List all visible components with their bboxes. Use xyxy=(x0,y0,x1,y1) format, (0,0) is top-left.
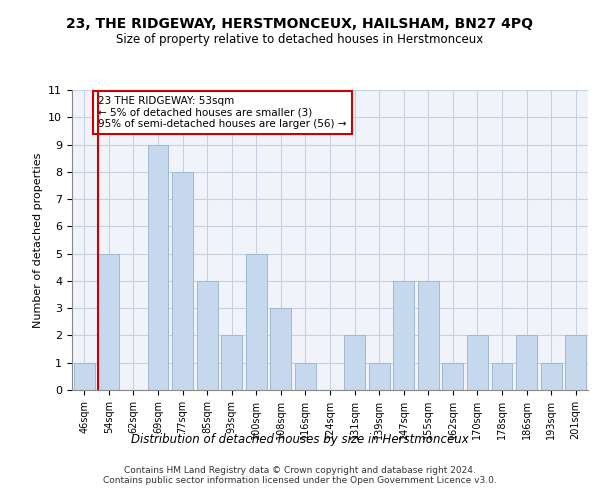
Y-axis label: Number of detached properties: Number of detached properties xyxy=(33,152,43,328)
Bar xyxy=(491,362,512,390)
Bar xyxy=(467,336,488,390)
Bar xyxy=(368,362,389,390)
Bar xyxy=(221,336,242,390)
Bar xyxy=(98,254,119,390)
Bar xyxy=(393,281,414,390)
Bar xyxy=(197,281,218,390)
Bar xyxy=(565,336,586,390)
Bar xyxy=(344,336,365,390)
Bar xyxy=(418,281,439,390)
Text: Size of property relative to detached houses in Herstmonceux: Size of property relative to detached ho… xyxy=(116,32,484,46)
Text: Contains HM Land Registry data © Crown copyright and database right 2024.
Contai: Contains HM Land Registry data © Crown c… xyxy=(103,466,497,485)
Text: Distribution of detached houses by size in Herstmonceux: Distribution of detached houses by size … xyxy=(131,432,469,446)
Text: 23, THE RIDGEWAY, HERSTMONCEUX, HAILSHAM, BN27 4PQ: 23, THE RIDGEWAY, HERSTMONCEUX, HAILSHAM… xyxy=(67,18,533,32)
Bar xyxy=(541,362,562,390)
Bar xyxy=(295,362,316,390)
Bar xyxy=(271,308,292,390)
Bar xyxy=(442,362,463,390)
Bar xyxy=(148,144,169,390)
Bar xyxy=(246,254,267,390)
Bar xyxy=(516,336,537,390)
Bar xyxy=(74,362,95,390)
Text: 23 THE RIDGEWAY: 53sqm
← 5% of detached houses are smaller (3)
95% of semi-detac: 23 THE RIDGEWAY: 53sqm ← 5% of detached … xyxy=(98,96,346,129)
Bar xyxy=(172,172,193,390)
